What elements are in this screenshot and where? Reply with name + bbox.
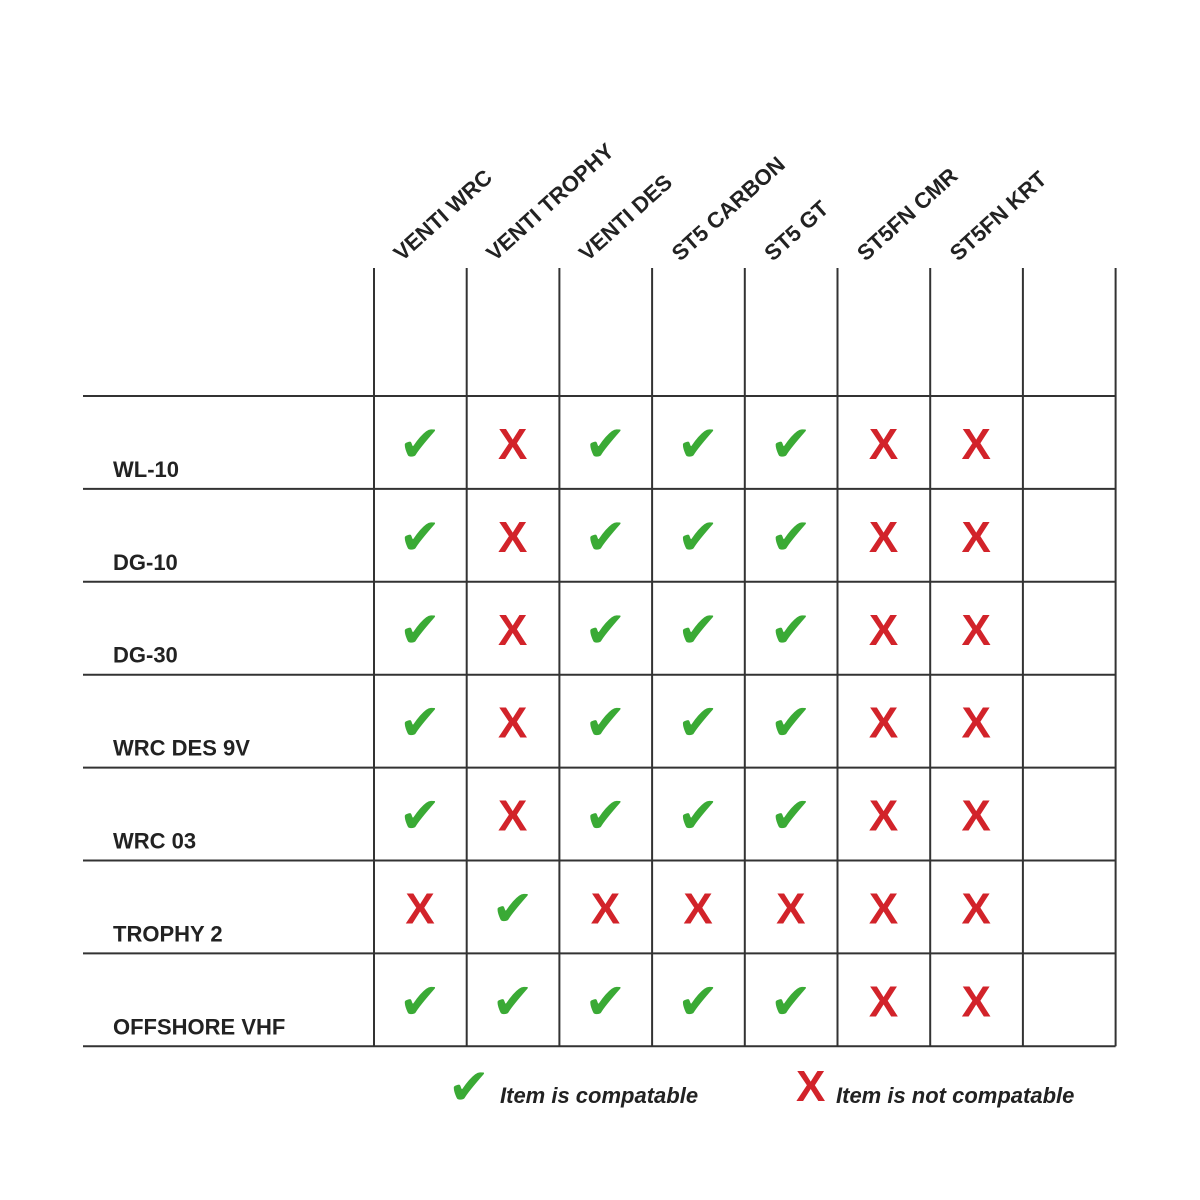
- row-label: WRC DES 9V: [113, 736, 250, 761]
- check-mark: ✔: [492, 880, 534, 938]
- check-mark: ✔: [399, 972, 441, 1030]
- cross-mark: X: [405, 885, 434, 934]
- column-header: ST5FN CMR: [852, 163, 962, 266]
- row-label: TROPHY 2: [113, 921, 223, 946]
- row-label: DG-30: [113, 643, 178, 668]
- cross-mark: X: [962, 977, 991, 1026]
- cross-mark: X: [498, 420, 527, 469]
- check-mark: ✔: [677, 415, 719, 473]
- column-header: VENTI WRC: [389, 164, 498, 265]
- check-mark: ✔: [677, 787, 719, 845]
- row-label: WL-10: [113, 457, 179, 482]
- cross-mark: X: [869, 699, 898, 748]
- check-mark: ✔: [584, 787, 626, 845]
- cross-mark: X: [683, 885, 712, 934]
- check-mark: ✔: [770, 787, 812, 845]
- cross-mark: X: [962, 420, 991, 469]
- cross-mark: X: [869, 606, 898, 655]
- cross-mark: X: [962, 606, 991, 655]
- check-mark: ✔: [584, 415, 626, 473]
- column-header: ST5 GT: [759, 195, 833, 265]
- legend-label: Item is compatable: [500, 1083, 698, 1108]
- column-header: VENTI DES: [574, 169, 677, 265]
- cross-mark: X: [869, 420, 898, 469]
- check-mark: ✔: [677, 508, 719, 566]
- cross-mark: X: [591, 885, 620, 934]
- cross-mark: X: [962, 792, 991, 841]
- cross-mark: X: [869, 885, 898, 934]
- legend-symbol: ✔: [448, 1058, 490, 1116]
- cross-mark: X: [869, 792, 898, 841]
- cross-mark: X: [962, 513, 991, 562]
- row-label: OFFSHORE VHF: [113, 1014, 285, 1039]
- cross-mark: X: [962, 885, 991, 934]
- check-mark: ✔: [584, 694, 626, 752]
- check-mark: ✔: [770, 601, 812, 659]
- check-mark: ✔: [584, 601, 626, 659]
- check-mark: ✔: [584, 972, 626, 1030]
- cross-mark: X: [776, 885, 805, 934]
- check-mark: ✔: [677, 972, 719, 1030]
- check-mark: ✔: [770, 694, 812, 752]
- cross-mark: X: [869, 977, 898, 1026]
- row-label: DG-10: [113, 550, 178, 575]
- cross-mark: X: [498, 513, 527, 562]
- check-mark: ✔: [584, 508, 626, 566]
- check-mark: ✔: [770, 972, 812, 1030]
- check-mark: ✔: [770, 415, 812, 473]
- check-mark: ✔: [399, 694, 441, 752]
- cross-mark: X: [498, 699, 527, 748]
- check-mark: ✔: [492, 972, 534, 1030]
- legend-label: Item is not compatable: [836, 1083, 1074, 1108]
- check-mark: ✔: [399, 787, 441, 845]
- check-mark: ✔: [399, 601, 441, 659]
- legend-symbol: X: [796, 1062, 825, 1111]
- cross-mark: X: [869, 513, 898, 562]
- cross-mark: X: [498, 606, 527, 655]
- cross-mark: X: [498, 792, 527, 841]
- check-mark: ✔: [677, 601, 719, 659]
- check-mark: ✔: [399, 508, 441, 566]
- check-mark: ✔: [770, 508, 812, 566]
- cross-mark: X: [962, 699, 991, 748]
- check-mark: ✔: [399, 415, 441, 473]
- row-label: WRC 03: [113, 829, 196, 854]
- check-mark: ✔: [677, 694, 719, 752]
